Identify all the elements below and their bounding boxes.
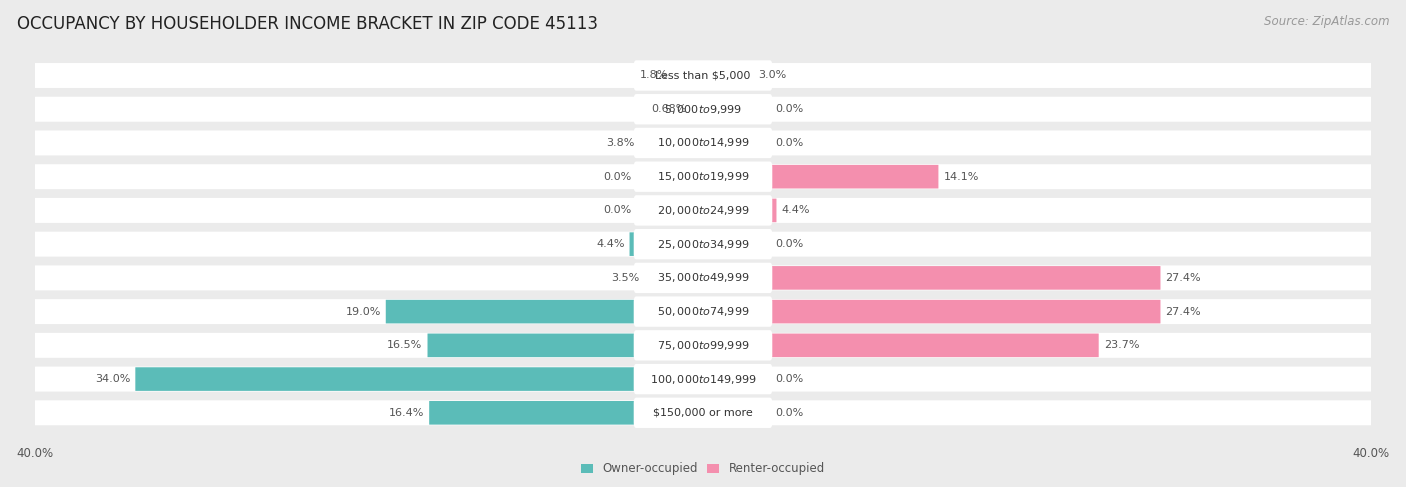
- FancyBboxPatch shape: [634, 297, 772, 327]
- FancyBboxPatch shape: [769, 199, 776, 222]
- FancyBboxPatch shape: [634, 195, 772, 225]
- Text: 0.0%: 0.0%: [603, 172, 631, 182]
- FancyBboxPatch shape: [35, 333, 1371, 358]
- FancyBboxPatch shape: [634, 128, 772, 158]
- FancyBboxPatch shape: [35, 400, 1371, 425]
- FancyBboxPatch shape: [385, 300, 636, 323]
- Text: 23.7%: 23.7%: [1104, 340, 1139, 350]
- Text: 0.0%: 0.0%: [775, 408, 803, 418]
- Text: 3.0%: 3.0%: [758, 71, 786, 80]
- FancyBboxPatch shape: [769, 300, 1160, 323]
- Text: OCCUPANCY BY HOUSEHOLDER INCOME BRACKET IN ZIP CODE 45113: OCCUPANCY BY HOUSEHOLDER INCOME BRACKET …: [17, 15, 598, 33]
- Text: 3.5%: 3.5%: [612, 273, 640, 283]
- Text: $20,000 to $24,999: $20,000 to $24,999: [657, 204, 749, 217]
- Text: $35,000 to $49,999: $35,000 to $49,999: [657, 271, 749, 284]
- FancyBboxPatch shape: [634, 229, 772, 260]
- Text: 14.1%: 14.1%: [943, 172, 979, 182]
- FancyBboxPatch shape: [35, 97, 1371, 122]
- Text: $100,000 to $149,999: $100,000 to $149,999: [650, 373, 756, 386]
- Text: $5,000 to $9,999: $5,000 to $9,999: [664, 103, 742, 116]
- FancyBboxPatch shape: [634, 60, 772, 91]
- FancyBboxPatch shape: [769, 266, 1160, 290]
- FancyBboxPatch shape: [35, 299, 1371, 324]
- Text: 0.0%: 0.0%: [775, 374, 803, 384]
- FancyBboxPatch shape: [35, 367, 1371, 392]
- Text: 0.0%: 0.0%: [775, 138, 803, 148]
- FancyBboxPatch shape: [634, 262, 772, 293]
- Text: 34.0%: 34.0%: [96, 374, 131, 384]
- Text: 27.4%: 27.4%: [1166, 273, 1201, 283]
- Text: 0.0%: 0.0%: [603, 206, 631, 215]
- Text: $10,000 to $14,999: $10,000 to $14,999: [657, 136, 749, 150]
- FancyBboxPatch shape: [135, 367, 636, 391]
- FancyBboxPatch shape: [427, 334, 636, 357]
- Text: Source: ZipAtlas.com: Source: ZipAtlas.com: [1264, 15, 1389, 28]
- Text: $50,000 to $74,999: $50,000 to $74,999: [657, 305, 749, 318]
- FancyBboxPatch shape: [769, 334, 1098, 357]
- FancyBboxPatch shape: [35, 198, 1371, 223]
- Text: $150,000 or more: $150,000 or more: [654, 408, 752, 418]
- FancyBboxPatch shape: [769, 165, 938, 188]
- Text: 4.4%: 4.4%: [596, 239, 624, 249]
- FancyBboxPatch shape: [35, 131, 1371, 155]
- Text: 0.0%: 0.0%: [775, 104, 803, 114]
- Text: $75,000 to $99,999: $75,000 to $99,999: [657, 339, 749, 352]
- Text: Less than $5,000: Less than $5,000: [655, 71, 751, 80]
- FancyBboxPatch shape: [630, 232, 636, 256]
- Text: 0.0%: 0.0%: [775, 239, 803, 249]
- FancyBboxPatch shape: [35, 265, 1371, 290]
- FancyBboxPatch shape: [634, 397, 772, 428]
- FancyBboxPatch shape: [634, 330, 772, 360]
- Legend: Owner-occupied, Renter-occupied: Owner-occupied, Renter-occupied: [576, 458, 830, 480]
- Text: 19.0%: 19.0%: [346, 307, 381, 317]
- Text: 0.68%: 0.68%: [651, 104, 686, 114]
- FancyBboxPatch shape: [35, 63, 1371, 88]
- FancyBboxPatch shape: [634, 162, 772, 192]
- Text: 3.8%: 3.8%: [606, 138, 634, 148]
- FancyBboxPatch shape: [35, 232, 1371, 257]
- FancyBboxPatch shape: [429, 401, 636, 425]
- Text: 27.4%: 27.4%: [1166, 307, 1201, 317]
- FancyBboxPatch shape: [35, 164, 1371, 189]
- Text: $25,000 to $34,999: $25,000 to $34,999: [657, 238, 749, 251]
- Text: 1.8%: 1.8%: [640, 71, 668, 80]
- Text: 4.4%: 4.4%: [782, 206, 810, 215]
- Text: 16.4%: 16.4%: [389, 408, 425, 418]
- FancyBboxPatch shape: [634, 364, 772, 394]
- FancyBboxPatch shape: [634, 94, 772, 124]
- Text: $15,000 to $19,999: $15,000 to $19,999: [657, 170, 749, 183]
- Text: 16.5%: 16.5%: [387, 340, 422, 350]
